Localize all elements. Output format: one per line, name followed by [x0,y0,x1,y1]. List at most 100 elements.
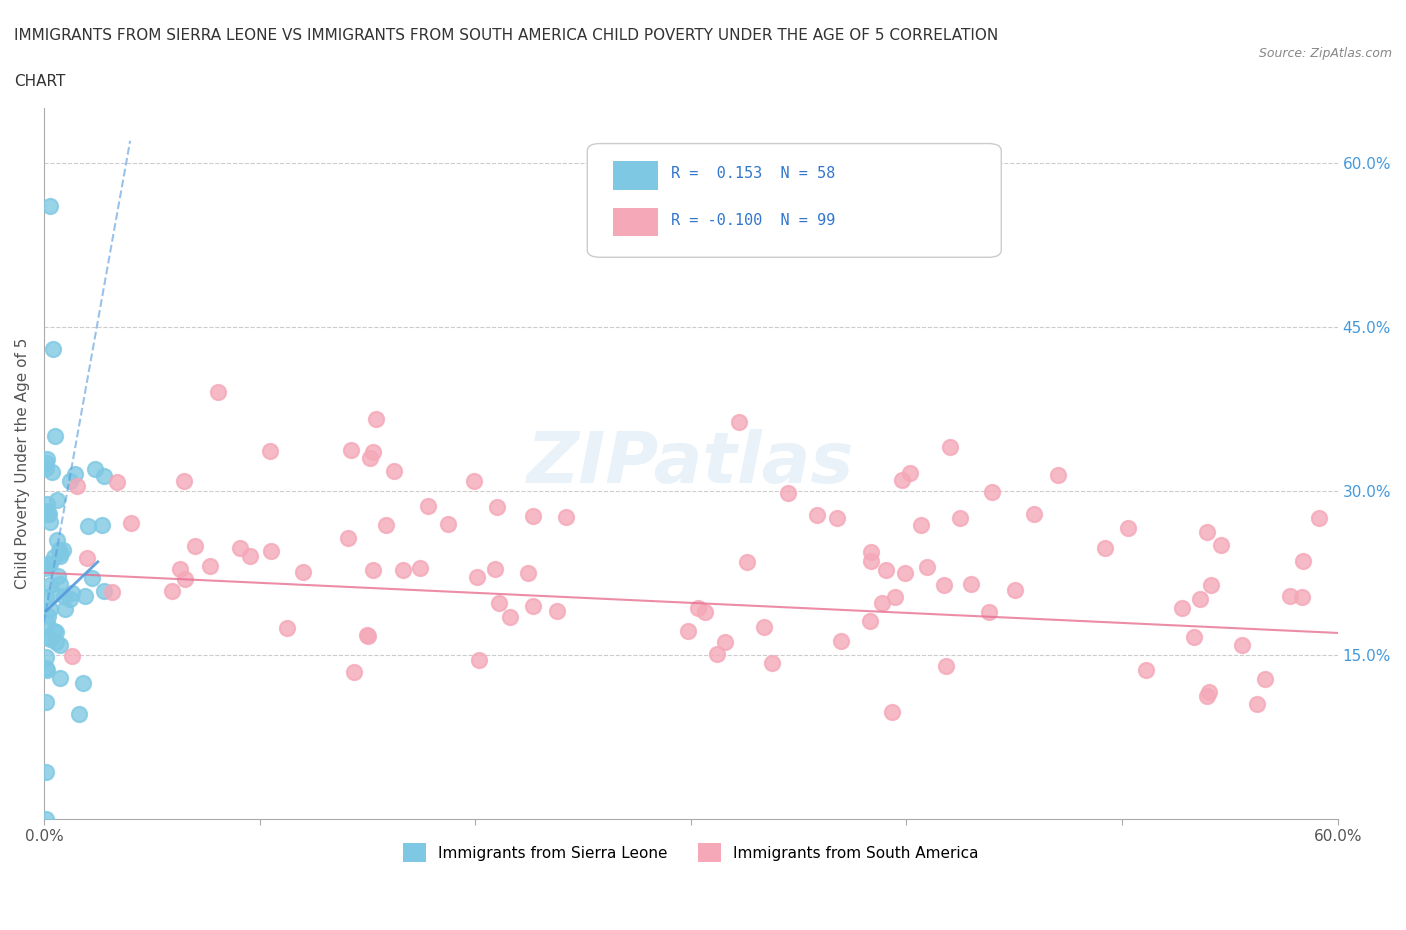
Immigrants from Sierra Leone [37,609,59,624]
Immigrants from Sierra Leone [53,602,76,617]
Immigrants from South America [468,653,491,668]
Text: IMMIGRANTS FROM SIERRA LEONE VS IMMIGRANTS FROM SOUTH AMERICA CHILD POVERTY UNDE: IMMIGRANTS FROM SIERRA LEONE VS IMMIGRAN… [14,28,998,43]
Immigrants from South America [207,384,229,399]
Immigrants from South America [980,485,1002,499]
Immigrants from Sierra Leone [41,465,63,480]
Immigrants from South America [259,444,281,458]
Immigrants from South America [714,634,737,649]
Immigrants from Sierra Leone [37,504,59,519]
Immigrants from Sierra Leone [35,456,58,471]
Immigrants from South America [949,511,972,525]
Immigrants from Sierra Leone [45,533,67,548]
Immigrants from South America [693,604,716,619]
Immigrants from Sierra Leone [49,577,72,591]
Immigrants from South America [522,599,544,614]
Immigrants from South America [1292,553,1315,568]
Immigrants from Sierra Leone [76,519,98,534]
Immigrants from South America [465,570,488,585]
Immigrants from Sierra Leone [93,584,115,599]
Immigrants from Sierra Leone [48,546,70,561]
Immigrants from South America [499,609,522,624]
Immigrants from Sierra Leone [72,675,94,690]
Text: CHART: CHART [14,74,66,89]
Immigrants from South America [1254,671,1277,686]
Immigrants from Sierra Leone [35,460,58,475]
Immigrants from South America [361,445,384,460]
Bar [613,207,658,236]
Immigrants from South America [761,656,783,671]
Immigrants from South America [239,549,262,564]
Immigrants from South America [488,595,510,610]
Immigrants from South America [169,562,191,577]
Immigrants from South America [859,545,882,560]
Immigrants from Sierra Leone [59,591,82,606]
Immigrants from South America [101,584,124,599]
Immigrants from South America [437,516,460,531]
Immigrants from Sierra Leone [42,550,65,565]
Immigrants from South America [1209,538,1232,552]
Immigrants from South America [1246,697,1268,711]
Immigrants from South America [1291,589,1313,604]
Immigrants from South America [76,550,98,565]
Immigrants from Sierra Leone [39,556,62,571]
Immigrants from South America [1195,525,1218,539]
Immigrants from South America [883,590,905,604]
Immigrants from Sierra Leone [48,543,70,558]
Immigrants from South America [392,563,415,578]
Immigrants from South America [880,705,903,720]
Legend: Immigrants from Sierra Leone, Immigrants from South America: Immigrants from Sierra Leone, Immigrants… [396,837,984,868]
Immigrants from South America [1199,578,1222,592]
Immigrants from South America [409,561,432,576]
Immigrants from Sierra Leone [63,467,86,482]
Text: ZIPatlas: ZIPatlas [527,429,855,498]
Immigrants from South America [1094,541,1116,556]
Immigrants from Sierra Leone [60,586,83,601]
Immigrants from South America [935,658,957,673]
Immigrants from South America [875,563,897,578]
Immigrants from South America [337,530,360,545]
Immigrants from Sierra Leone [39,199,62,214]
Immigrants from South America [735,555,758,570]
Immigrants from South America [60,648,83,663]
Immigrants from South America [934,578,956,592]
Immigrants from South America [276,621,298,636]
Immigrants from South America [105,474,128,489]
Immigrants from Sierra Leone [82,571,104,586]
Immigrants from South America [463,473,485,488]
Immigrants from South America [1230,638,1253,653]
Immigrants from South America [173,473,195,488]
Immigrants from South America [485,499,508,514]
Immigrants from South America [1182,629,1205,644]
Y-axis label: Child Poverty Under the Age of 5: Child Poverty Under the Age of 5 [15,338,30,589]
FancyBboxPatch shape [588,143,1001,258]
Immigrants from Sierra Leone [35,695,58,710]
Immigrants from South America [374,518,396,533]
Immigrants from Sierra Leone [39,631,62,646]
Immigrants from South America [1195,688,1218,703]
Immigrants from South America [1278,588,1301,603]
Immigrants from Sierra Leone [38,514,60,529]
Immigrants from Sierra Leone [37,507,59,522]
Immigrants from South America [484,562,506,577]
Immigrants from South America [162,584,184,599]
Text: Source: ZipAtlas.com: Source: ZipAtlas.com [1258,46,1392,60]
Immigrants from Sierra Leone [35,590,58,604]
Immigrants from South America [891,472,914,487]
Immigrants from Sierra Leone [35,649,58,664]
Immigrants from South America [554,510,576,525]
Immigrants from Sierra Leone [38,602,60,617]
Immigrants from Sierra Leone [35,661,58,676]
Immigrants from South America [342,664,364,679]
Immigrants from South America [291,565,314,579]
Immigrants from South America [825,511,848,525]
Immigrants from Sierra Leone [35,630,58,644]
Immigrants from South America [522,509,544,524]
Immigrants from South America [66,478,89,493]
Immigrants from South America [898,466,921,481]
Immigrants from South America [806,508,828,523]
Immigrants from Sierra Leone [52,589,75,604]
Immigrants from South America [260,543,283,558]
Immigrants from South America [198,558,221,573]
Bar [613,161,658,190]
Immigrants from South America [960,577,983,591]
